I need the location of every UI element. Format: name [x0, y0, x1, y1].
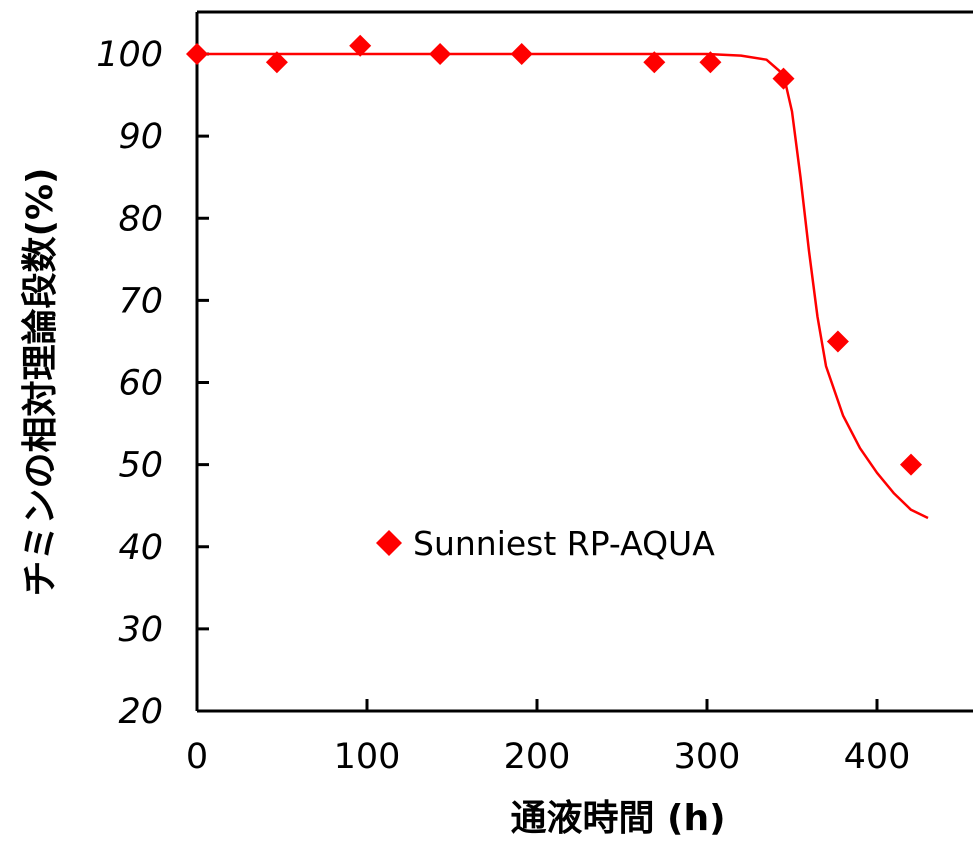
y-axis-title: チミンの相対理論段数(%)	[20, 168, 61, 597]
data-point	[186, 43, 208, 65]
y-tick-label: 90	[118, 117, 163, 157]
x-axis-title: 通液時間 (h)	[510, 798, 725, 839]
y-tick-label: 70	[118, 281, 163, 321]
x-tick-label: 400	[844, 737, 911, 777]
data-point	[349, 34, 372, 57]
data-point	[265, 51, 288, 74]
data-point	[699, 51, 722, 74]
trend-line-group	[197, 52, 929, 520]
x-tick-label: 300	[674, 737, 741, 777]
legend: Sunniest RP-AQUA	[376, 524, 715, 563]
y-tick-label: 60	[118, 364, 163, 404]
data-points	[186, 34, 922, 476]
data-point	[900, 453, 922, 476]
y-tick-label: 20	[118, 692, 163, 732]
data-point	[429, 43, 452, 65]
y-tick-label: 40	[118, 528, 163, 568]
legend-label: Sunniest RP-AQUA	[413, 524, 715, 563]
x-tick-label: 0	[186, 737, 208, 777]
legend-marker	[376, 530, 402, 556]
x-tick-label: 200	[504, 737, 571, 777]
data-point	[643, 51, 666, 74]
plot-frame	[195, 10, 973, 713]
y-tick-label: 30	[118, 610, 163, 650]
data-point	[772, 67, 795, 90]
y-tick-label: 100	[96, 35, 163, 75]
trend-line	[197, 52, 929, 520]
y-ticks: 20 30 40 50 60 70 80 90 100	[96, 35, 209, 732]
x-tick-label: 100	[334, 737, 401, 777]
x-ticks: 0 100 200 300 400	[186, 699, 911, 777]
y-tick-label: 80	[118, 199, 163, 239]
data-point	[826, 330, 849, 353]
data-point	[510, 43, 533, 65]
y-tick-label: 50	[118, 446, 163, 486]
